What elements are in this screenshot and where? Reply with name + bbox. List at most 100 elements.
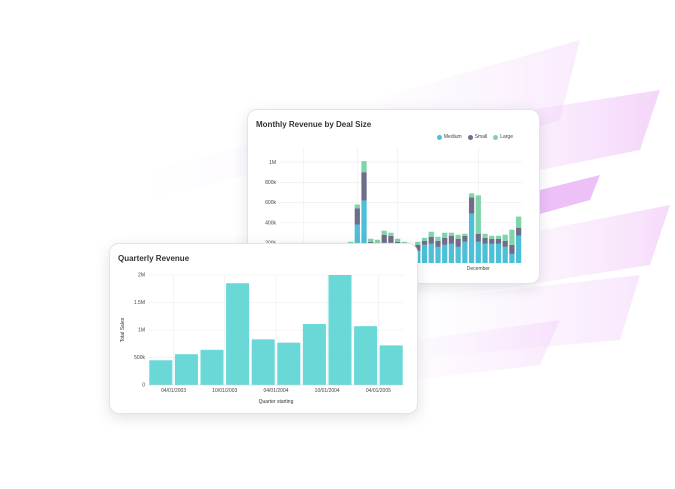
- bar-small: [381, 234, 387, 243]
- y-tick-label: 2M: [138, 273, 145, 279]
- bar-small: [442, 237, 448, 245]
- bar-small: [455, 238, 461, 247]
- x-tick-label: 10/01/2004: [315, 388, 340, 394]
- bar-medium: [502, 246, 508, 263]
- bar-small: [361, 172, 367, 201]
- bar-small: [495, 238, 502, 244]
- bar-medium: [489, 243, 495, 263]
- bar-small: [448, 235, 455, 244]
- bar-large: [368, 238, 374, 242]
- x-axis-title: Quarter starting: [259, 399, 294, 405]
- bar-large: [462, 233, 468, 236]
- bar-medium: [495, 243, 502, 263]
- y-tick-label: 400k: [265, 220, 276, 226]
- bar-large: [381, 230, 387, 235]
- legend-item-small[interactable]: Small: [467, 134, 488, 140]
- bar-large: [489, 235, 495, 239]
- bar-small: [462, 235, 468, 242]
- y-tick-label: 600k: [265, 200, 276, 206]
- bar-large: [475, 195, 481, 234]
- y-tick-label: 800k: [265, 180, 276, 186]
- quarterly-chart-title: Quarterly Revenue: [118, 254, 190, 263]
- bar-quarter: [328, 275, 352, 385]
- bar-medium: [421, 244, 428, 263]
- bar-medium: [448, 243, 455, 263]
- bar-quarter: [277, 342, 301, 385]
- bar-large: [482, 233, 488, 238]
- bar-medium: [475, 241, 481, 263]
- bar-large: [516, 216, 522, 228]
- bar-medium: [509, 253, 515, 263]
- legend-swatch-small: [467, 134, 473, 140]
- monthly-chart-title: Monthly Revenue by Deal Size: [256, 120, 372, 129]
- x-tick-label: 04/01/2003: [161, 388, 186, 394]
- bar-large: [395, 238, 401, 242]
- bar-large: [502, 234, 508, 241]
- y-tick-label: 1.5M: [134, 300, 145, 306]
- legend-label-small: Small: [474, 134, 488, 140]
- bar-small: [435, 240, 441, 247]
- quarterly-chart-plot: 0 500k 1M 1.5M 2M 04/01/2003 10/01/2003 04/01/2…: [120, 273, 404, 405]
- bar-quarter: [379, 345, 403, 385]
- legend-swatch-large: [493, 134, 499, 140]
- bar-quarter: [200, 349, 224, 385]
- bar-small: [468, 197, 475, 214]
- bar-small: [502, 240, 508, 247]
- bar-large: [421, 237, 428, 241]
- monthly-legend: Medium Small Large: [436, 134, 513, 140]
- bar-large: [442, 232, 448, 238]
- y-tick-label: 0: [142, 383, 145, 389]
- bar-quarter: [226, 283, 250, 385]
- bar-large: [455, 234, 461, 239]
- bar-small: [421, 240, 428, 245]
- bar-large: [509, 229, 515, 245]
- x-tick-label: December: [467, 266, 490, 272]
- bar-large: [415, 241, 421, 245]
- quarterly-revenue-card: Quarterly Revenue 0 500k 1M 1.5M 2M 04/01/200…: [109, 243, 418, 414]
- bar-large: [468, 193, 475, 198]
- bar-medium: [468, 213, 475, 263]
- bar-large: [354, 204, 360, 209]
- bar-small: [428, 236, 434, 244]
- x-tick-label: 04/01/2005: [366, 388, 391, 394]
- y-axis-title: Total Sales: [120, 317, 126, 342]
- legend-item-medium[interactable]: Medium: [436, 134, 462, 140]
- bar-medium: [442, 244, 448, 263]
- legend-item-large[interactable]: Large: [493, 134, 513, 140]
- bar-small: [509, 244, 515, 254]
- y-tick-label: 500k: [134, 355, 145, 361]
- bar-large: [435, 236, 441, 241]
- bar-medium: [435, 246, 441, 263]
- bar-quarter: [354, 326, 378, 385]
- bar-medium: [455, 246, 461, 263]
- bar-medium: [462, 241, 468, 263]
- bar-medium: [516, 235, 522, 263]
- x-tick-label: 10/01/2003: [212, 388, 237, 394]
- bar-quarter: [302, 323, 326, 385]
- bar-large: [448, 232, 455, 236]
- bar-quarter: [149, 360, 173, 385]
- bar-small: [475, 233, 481, 242]
- bar-large: [428, 231, 434, 237]
- bar-quarter: [251, 339, 275, 385]
- x-tick-label: 04/01/2004: [263, 388, 288, 394]
- bar-medium: [482, 243, 488, 263]
- bar-medium: [361, 200, 367, 263]
- legend-label-medium: Medium: [443, 134, 462, 140]
- bar-small: [415, 244, 421, 251]
- bar-small: [388, 235, 394, 243]
- bar-large: [495, 235, 502, 239]
- bar-large: [361, 161, 367, 173]
- bar-large: [374, 239, 381, 243]
- bar-small: [354, 208, 360, 225]
- legend-swatch-medium: [436, 134, 442, 140]
- bar-large: [388, 232, 394, 236]
- bar-small: [489, 238, 495, 244]
- legend-label-large: Large: [500, 134, 513, 140]
- y-tick-label: 1M: [269, 160, 276, 166]
- bar-quarter: [174, 354, 198, 385]
- bar-medium: [428, 243, 434, 263]
- y-tick-label: 1M: [138, 328, 145, 334]
- bar-large: [347, 241, 354, 244]
- bar-small: [516, 227, 522, 236]
